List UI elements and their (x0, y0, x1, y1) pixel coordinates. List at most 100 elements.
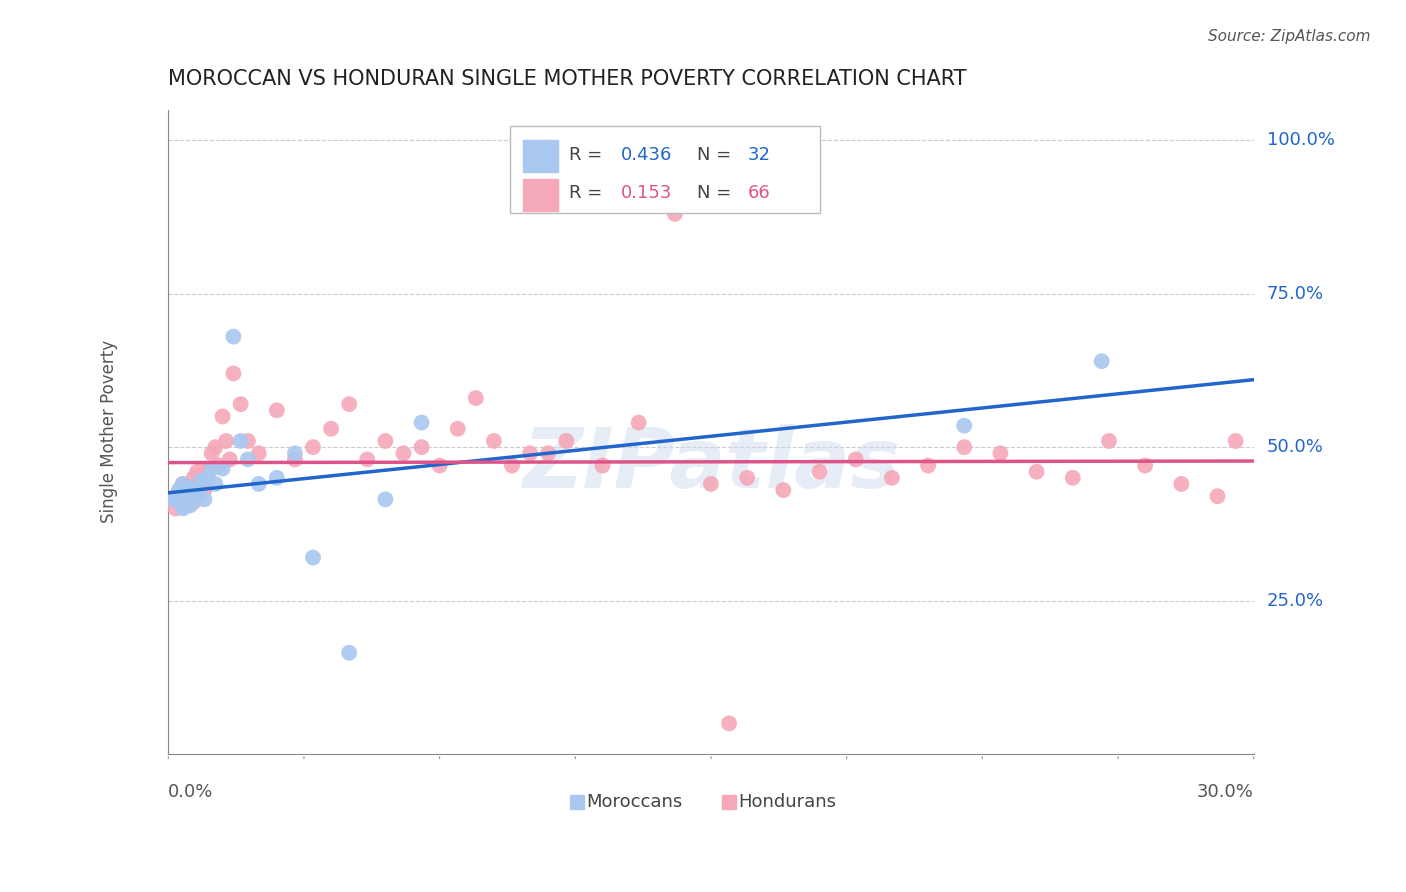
Point (247, 446, 270, 460)
Point (266, 403, 288, 417)
Point (464, 391, 486, 405)
Point (302, 440, 325, 454)
Point (718, 716, 741, 731)
FancyBboxPatch shape (510, 126, 820, 212)
Point (284, 446, 307, 460)
Point (1062, 471, 1084, 485)
Bar (721, 796, 737, 809)
Text: 0.436: 0.436 (621, 145, 672, 163)
Point (1133, 458, 1156, 473)
Point (808, 465, 831, 479)
Bar (569, 796, 585, 809)
Point (197, 471, 219, 485)
Point (197, 461, 219, 475)
Point (186, 489, 208, 503)
Point (302, 550, 325, 565)
Point (1091, 354, 1114, 368)
Point (1170, 477, 1192, 491)
Point (179, 489, 201, 503)
Point (186, 465, 208, 479)
Point (186, 489, 208, 503)
Point (917, 458, 939, 473)
Point (172, 501, 194, 516)
Text: MOROCCAN VS HONDURAN SINGLE MOTHER POVERTY CORRELATION CHART: MOROCCAN VS HONDURAN SINGLE MOTHER POVER… (169, 69, 967, 88)
Bar (523, 140, 558, 172)
Point (211, 461, 233, 475)
Text: Source: ZipAtlas.com: Source: ZipAtlas.com (1208, 29, 1371, 44)
Point (447, 422, 470, 436)
Point (555, 434, 578, 448)
Point (411, 416, 433, 430)
Point (211, 409, 233, 424)
Point (990, 446, 1012, 460)
Text: 25.0%: 25.0% (1267, 591, 1324, 609)
Point (222, 329, 245, 343)
Point (172, 499, 194, 513)
Point (167, 495, 190, 509)
Point (193, 465, 215, 479)
Point (215, 434, 238, 448)
Point (218, 452, 240, 467)
Point (591, 458, 613, 473)
Point (167, 483, 190, 497)
Point (165, 501, 187, 516)
Point (392, 446, 415, 460)
Point (337, 646, 360, 660)
Point (1206, 489, 1229, 503)
Point (201, 446, 224, 460)
Point (1098, 434, 1121, 448)
Point (953, 440, 976, 454)
Text: Moroccans: Moroccans (586, 793, 683, 812)
Text: 0.0%: 0.0% (169, 783, 214, 801)
Point (179, 499, 201, 513)
Point (167, 483, 190, 497)
Text: R =: R = (569, 185, 607, 202)
Point (772, 483, 794, 497)
Point (429, 458, 451, 473)
Point (880, 471, 903, 485)
Point (1225, 434, 1247, 448)
Text: 0.153: 0.153 (621, 185, 672, 202)
Point (176, 495, 198, 509)
Text: 66: 66 (748, 185, 770, 202)
Point (374, 434, 396, 448)
Point (356, 452, 378, 467)
Point (519, 446, 541, 460)
Point (179, 489, 201, 503)
Text: ZIPatlas: ZIPatlas (522, 424, 900, 505)
Point (284, 452, 307, 467)
Point (236, 452, 259, 467)
Point (735, 471, 758, 485)
Point (236, 434, 259, 448)
Text: 100.0%: 100.0% (1267, 131, 1334, 149)
Point (172, 477, 194, 491)
Point (1025, 465, 1047, 479)
Point (222, 367, 245, 381)
Text: 75.0%: 75.0% (1267, 285, 1324, 302)
Point (537, 446, 560, 460)
Point (247, 477, 270, 491)
Point (208, 458, 231, 473)
Text: 32: 32 (748, 145, 770, 163)
Point (664, 207, 686, 221)
Point (160, 492, 183, 507)
Point (165, 492, 187, 507)
Point (501, 458, 523, 473)
Point (229, 434, 252, 448)
Point (160, 492, 183, 507)
Point (183, 495, 205, 509)
Point (411, 440, 433, 454)
Point (201, 461, 224, 475)
Text: R =: R = (569, 145, 607, 163)
Point (193, 483, 215, 497)
Point (172, 477, 194, 491)
Text: N =: N = (697, 145, 737, 163)
Point (337, 397, 360, 411)
Point (953, 418, 976, 433)
Point (627, 416, 650, 430)
Point (700, 477, 723, 491)
Point (186, 483, 208, 497)
Point (176, 483, 198, 497)
Point (845, 452, 868, 467)
Bar (523, 179, 558, 211)
